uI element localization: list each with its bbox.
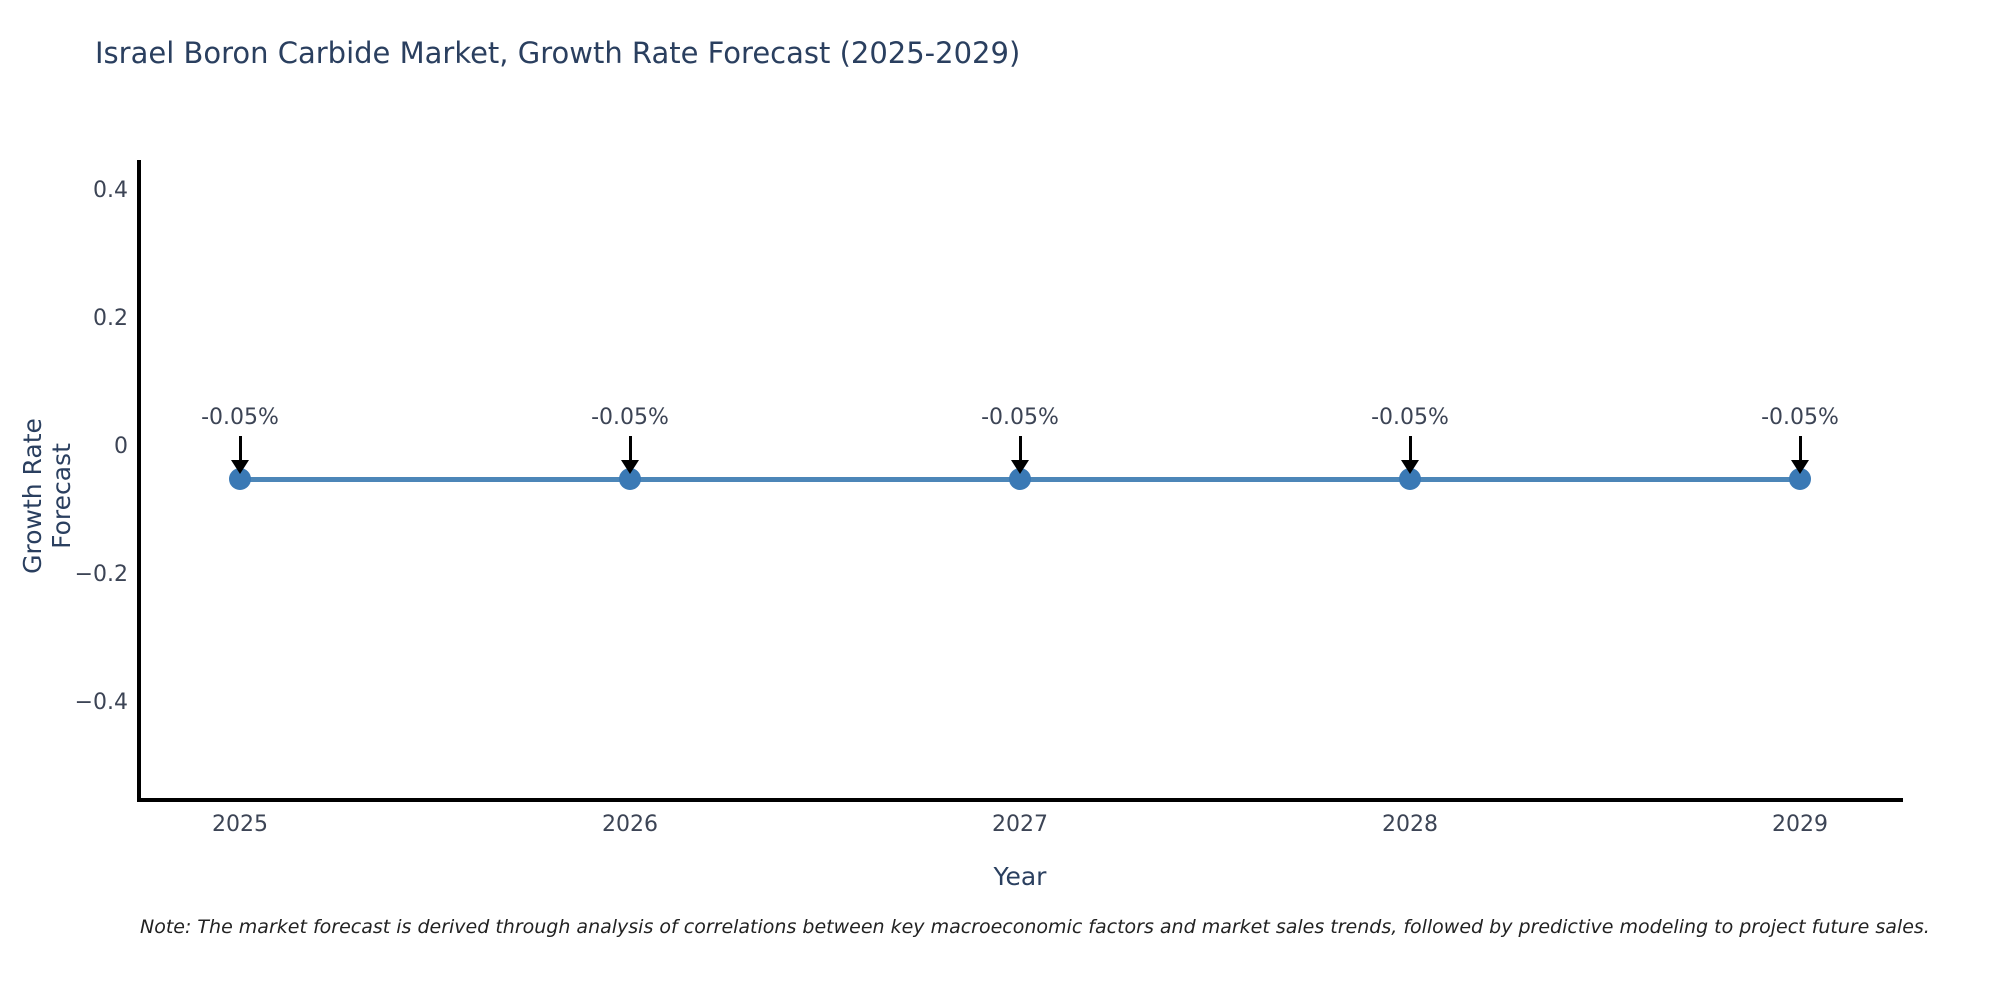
y-tick-label: 0 (114, 434, 128, 459)
x-tick-label: 2027 (992, 812, 1048, 837)
x-tick-label: 2029 (1772, 812, 1828, 837)
chart-footnote: Note: The market forecast is derived thr… (140, 916, 1930, 938)
x-tick-label: 2026 (602, 812, 658, 837)
x-tick-label: 2028 (1382, 812, 1438, 837)
x-tick-label: 2025 (212, 812, 268, 837)
x-axis-line (137, 798, 1903, 802)
y-tick-label: −0.4 (74, 690, 128, 715)
annotation-arrow-head-icon (1011, 460, 1029, 474)
y-axis-line (137, 160, 141, 802)
annotation-arrow-shaft (629, 436, 632, 464)
annotation-arrow-shaft (1019, 436, 1022, 464)
data-point-annotation: -0.05% (201, 405, 279, 430)
annotation-arrow-head-icon (1791, 460, 1809, 474)
y-tick-label: 0.2 (93, 306, 128, 331)
y-axis-title: Growth Rate Forecast (18, 418, 76, 574)
annotation-arrow-shaft (1409, 436, 1412, 464)
y-tick-label: 0.4 (93, 178, 128, 203)
y-tick-label: −0.2 (74, 562, 128, 587)
annotation-arrow-head-icon (231, 460, 249, 474)
annotation-arrow-shaft (239, 436, 242, 464)
data-point-annotation: -0.05% (1371, 405, 1449, 430)
chart-title: Israel Boron Carbide Market, Growth Rate… (95, 36, 1021, 70)
data-point-annotation: -0.05% (1761, 405, 1839, 430)
data-point-annotation: -0.05% (981, 405, 1059, 430)
annotation-arrow-head-icon (621, 460, 639, 474)
annotation-arrow-shaft (1799, 436, 1802, 464)
annotation-arrow-head-icon (1401, 460, 1419, 474)
data-point-annotation: -0.05% (591, 405, 669, 430)
x-axis-title: Year (993, 862, 1047, 891)
